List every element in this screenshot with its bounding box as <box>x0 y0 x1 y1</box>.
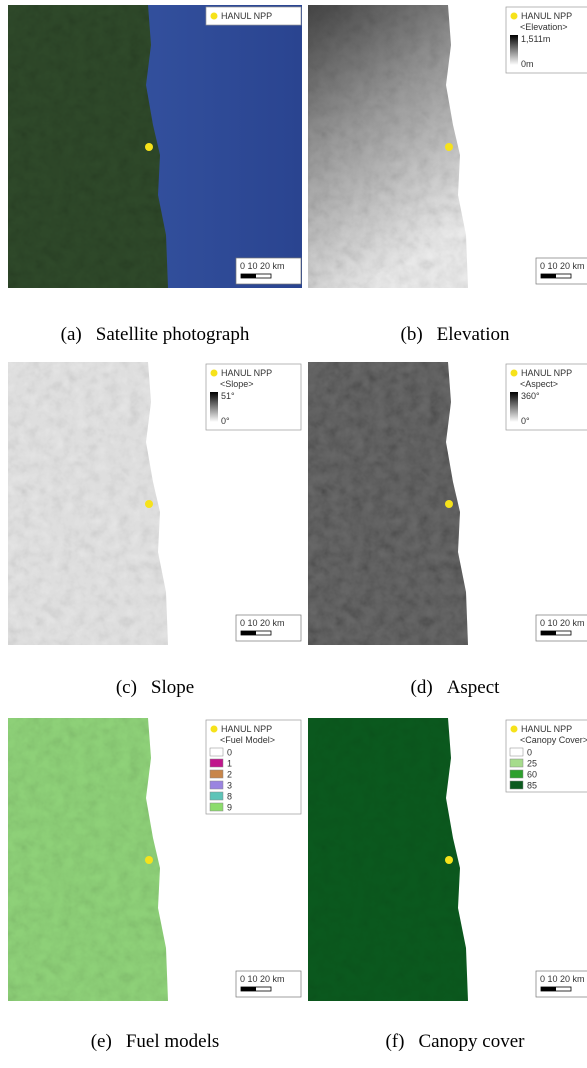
legend-min: 0m <box>521 59 534 69</box>
caption-text: Canopy cover <box>418 1031 525 1052</box>
caption-label: (b) <box>401 324 423 345</box>
legend-swatch <box>510 759 523 767</box>
scale-label: 0 10 20 km <box>540 261 585 271</box>
legend-swatch <box>510 748 523 756</box>
legend-swatch <box>510 781 523 789</box>
scale-label: 0 10 20 km <box>240 261 285 271</box>
legend-title: <Aspect> <box>520 379 558 389</box>
caption: (c) Slope <box>116 677 194 698</box>
scale-bar-fill <box>241 274 256 278</box>
legend-swatch <box>210 792 223 800</box>
scale-bar-fill <box>541 987 556 991</box>
npp-marker <box>445 143 453 151</box>
legend-marker <box>511 13 518 20</box>
scale-label: 0 10 20 km <box>540 974 585 984</box>
caption-label: (c) <box>116 677 137 698</box>
legend-class-label: 3 <box>227 781 232 791</box>
caption-text: Slope <box>151 677 194 698</box>
scale-bar-fill <box>541 274 556 278</box>
figure: HANUL NPP 0 10 20 km (a) Satellite photogra… <box>0 0 587 1068</box>
legend: HANUL NPP<Slope> 51° 0° <box>206 364 301 430</box>
legend-max: 51° <box>221 391 235 401</box>
legend-title: <Canopy Cover> <box>520 735 587 745</box>
legend: HANUL NPP<Elevation> 1,511m 0m <box>506 7 587 73</box>
scale-bar-fill <box>241 987 256 991</box>
legend-marker <box>211 13 218 20</box>
npp-marker <box>145 143 153 151</box>
legend-class-label: 25 <box>527 759 537 769</box>
legend-marker <box>511 726 518 733</box>
caption-text: Elevation <box>437 324 510 345</box>
legend-class-label: 0 <box>227 748 232 758</box>
caption: (a) Satellite photograph <box>61 324 250 345</box>
map-panel: HANUL NPP<Elevation> 1,511m 0m 0 10 20 km <box>308 5 587 288</box>
scale-bar-fill <box>541 631 556 635</box>
caption: (f) Canopy cover <box>385 1031 525 1052</box>
scale-bar-fill <box>241 631 256 635</box>
caption-label: (f) <box>385 1031 404 1052</box>
map-panel: HANUL NPP<Slope> 51° 0° 0 10 20 km <box>8 362 302 645</box>
legend-max: 360° <box>521 391 540 401</box>
legend-marker <box>211 370 218 377</box>
caption-label: (d) <box>411 677 433 698</box>
legend-swatch <box>210 803 223 811</box>
legend-class-label: 8 <box>227 792 232 802</box>
legend-marker-label: HANUL NPP <box>221 724 272 734</box>
legend: HANUL NPP <box>206 7 301 25</box>
legend-ramp <box>510 35 518 65</box>
legend-title: <Slope> <box>220 379 254 389</box>
legend-class-label: 2 <box>227 770 232 780</box>
npp-marker <box>445 500 453 508</box>
map-panel: HANUL NPP 0 10 20 km <box>8 5 302 288</box>
caption-label: (e) <box>91 1031 112 1052</box>
legend-class-label: 1 <box>227 759 232 769</box>
legend-swatch <box>210 781 223 789</box>
legend-marker <box>511 370 518 377</box>
npp-marker <box>445 856 453 864</box>
legend-swatch <box>210 770 223 778</box>
caption: (e) Fuel models <box>91 1031 220 1052</box>
legend-marker-label: HANUL NPP <box>521 11 572 21</box>
legend-swatch <box>510 770 523 778</box>
legend: HANUL NPP<Fuel Model> 012389 <box>206 720 301 814</box>
legend-class-label: 85 <box>527 781 537 791</box>
legend-class-label: 0 <box>527 748 532 758</box>
legend-marker <box>211 726 218 733</box>
legend-min: 0° <box>221 416 230 426</box>
legend-title: <Elevation> <box>520 22 568 32</box>
caption-text: Fuel models <box>126 1031 219 1052</box>
legend-class-label: 9 <box>227 803 232 813</box>
legend-marker-label: HANUL NPP <box>221 368 272 378</box>
page: {"panels": [ {"label": "(a)", "caption":… <box>0 0 587 1068</box>
legend-title: <Fuel Model> <box>220 735 275 745</box>
legend-marker-label: HANUL NPP <box>521 368 572 378</box>
scale-label: 0 10 20 km <box>240 974 285 984</box>
legend-swatch <box>210 748 223 756</box>
caption: (b) Elevation <box>401 324 510 345</box>
npp-marker <box>145 500 153 508</box>
legend: HANUL NPP<Aspect> 360° 0° <box>506 364 587 430</box>
scale-label: 0 10 20 km <box>540 618 585 628</box>
legend-max: 1,511m <box>521 34 550 44</box>
legend-swatch <box>210 759 223 767</box>
legend-ramp <box>510 392 518 422</box>
map-panel: HANUL NPP<Aspect> 360° 0° 0 10 20 km <box>308 362 587 645</box>
caption-text: Aspect <box>447 677 500 698</box>
caption-label: (a) <box>61 324 82 345</box>
legend-marker-label: HANUL NPP <box>221 11 272 21</box>
legend-ramp <box>210 392 218 422</box>
legend-class-label: 60 <box>527 770 537 780</box>
caption: (d) Aspect <box>411 677 501 698</box>
legend-marker-label: HANUL NPP <box>521 724 572 734</box>
caption-text: Satellite photograph <box>96 324 250 345</box>
npp-marker <box>145 856 153 864</box>
scale-label: 0 10 20 km <box>240 618 285 628</box>
legend-min: 0° <box>521 416 530 426</box>
